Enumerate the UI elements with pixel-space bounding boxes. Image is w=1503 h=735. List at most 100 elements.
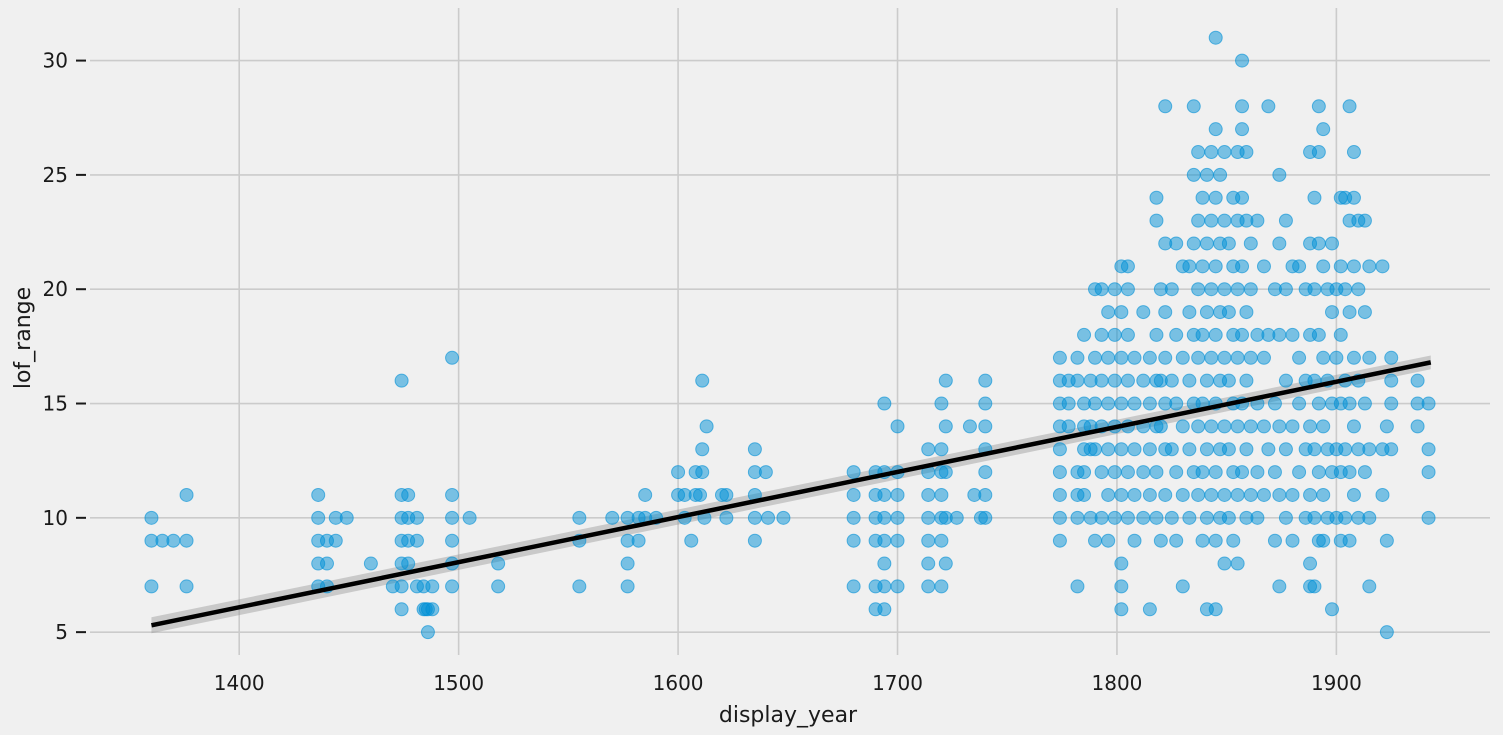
data-point bbox=[363, 556, 378, 571]
data-point bbox=[1316, 350, 1331, 365]
data-point bbox=[1199, 510, 1214, 525]
data-point bbox=[445, 579, 460, 594]
data-point bbox=[1267, 396, 1282, 411]
data-point bbox=[1272, 327, 1287, 342]
data-point bbox=[1164, 442, 1179, 457]
data-point bbox=[1342, 99, 1357, 114]
data-point bbox=[890, 487, 905, 502]
data-point bbox=[1307, 282, 1322, 297]
data-point bbox=[1384, 350, 1399, 365]
data-point bbox=[1136, 373, 1151, 388]
data-point bbox=[1142, 602, 1157, 617]
data-point bbox=[1307, 190, 1322, 205]
data-point bbox=[1191, 487, 1206, 502]
data-point bbox=[491, 556, 506, 571]
data-point bbox=[1208, 327, 1223, 342]
data-point bbox=[1307, 510, 1322, 525]
data-point bbox=[1208, 259, 1223, 274]
data-point bbox=[719, 487, 734, 502]
data-point bbox=[1311, 327, 1326, 342]
data-point bbox=[1278, 282, 1293, 297]
data-point bbox=[1235, 99, 1250, 114]
data-point bbox=[1107, 510, 1122, 525]
data-point bbox=[1338, 442, 1353, 457]
data-point bbox=[1421, 442, 1436, 457]
data-point bbox=[1278, 442, 1293, 457]
data-point bbox=[1338, 510, 1353, 525]
data-point bbox=[877, 396, 892, 411]
data-point bbox=[1182, 510, 1197, 525]
data-point bbox=[934, 396, 949, 411]
data-point bbox=[1230, 419, 1245, 434]
data-point bbox=[1278, 213, 1293, 228]
data-point bbox=[1199, 167, 1214, 182]
data-point bbox=[1175, 579, 1190, 594]
data-point bbox=[1101, 396, 1116, 411]
data-point bbox=[1226, 533, 1241, 548]
data-point bbox=[1052, 442, 1067, 457]
data-point bbox=[166, 533, 181, 548]
data-point bbox=[921, 533, 936, 548]
data-point bbox=[1149, 213, 1164, 228]
data-point bbox=[445, 533, 460, 548]
data-point bbox=[846, 579, 861, 594]
data-point bbox=[1149, 190, 1164, 205]
data-point bbox=[1303, 419, 1318, 434]
data-point bbox=[401, 487, 416, 502]
data-point bbox=[747, 533, 762, 548]
data-point bbox=[1077, 487, 1092, 502]
data-point bbox=[1303, 487, 1318, 502]
data-point bbox=[1149, 327, 1164, 342]
regression-line-layer bbox=[150, 360, 1432, 628]
data-point bbox=[719, 510, 734, 525]
data-point bbox=[394, 373, 409, 388]
data-point bbox=[1127, 533, 1142, 548]
data-point bbox=[1221, 236, 1236, 251]
data-point bbox=[949, 510, 964, 525]
data-point bbox=[1094, 465, 1109, 480]
data-point bbox=[890, 579, 905, 594]
data-point bbox=[425, 602, 440, 617]
data-point bbox=[179, 487, 194, 502]
data-point bbox=[890, 419, 905, 434]
data-point bbox=[1169, 465, 1184, 480]
y-tick-label: 20 bbox=[43, 277, 68, 301]
data-point bbox=[1052, 533, 1067, 548]
data-point bbox=[934, 487, 949, 502]
data-point bbox=[1421, 510, 1436, 525]
data-point bbox=[1311, 236, 1326, 251]
data-point bbox=[938, 465, 953, 480]
data-point bbox=[1375, 487, 1390, 502]
data-point bbox=[1127, 396, 1142, 411]
data-point bbox=[1261, 99, 1276, 114]
data-point bbox=[1169, 533, 1184, 548]
data-point bbox=[1272, 167, 1287, 182]
data-point bbox=[1195, 465, 1210, 480]
data-point bbox=[339, 510, 354, 525]
data-point bbox=[1217, 487, 1232, 502]
data-point bbox=[445, 487, 460, 502]
data-point bbox=[394, 579, 409, 594]
data-point bbox=[1346, 259, 1361, 274]
data-point bbox=[1230, 556, 1245, 571]
data-point bbox=[1136, 465, 1151, 480]
data-point bbox=[1292, 396, 1307, 411]
data-point bbox=[1169, 236, 1184, 251]
data-point bbox=[1256, 487, 1271, 502]
data-point bbox=[1239, 305, 1254, 320]
data-point bbox=[425, 579, 440, 594]
data-point bbox=[1061, 419, 1076, 434]
data-point bbox=[1182, 305, 1197, 320]
data-point bbox=[1243, 487, 1258, 502]
data-point bbox=[1362, 259, 1377, 274]
data-point bbox=[1235, 327, 1250, 342]
data-point bbox=[1325, 602, 1340, 617]
data-point bbox=[1114, 396, 1129, 411]
data-point bbox=[1292, 465, 1307, 480]
data-point bbox=[1307, 579, 1322, 594]
data-point bbox=[1127, 442, 1142, 457]
data-point bbox=[1261, 442, 1276, 457]
data-point bbox=[1120, 373, 1135, 388]
y-tick-label: 15 bbox=[43, 392, 68, 416]
